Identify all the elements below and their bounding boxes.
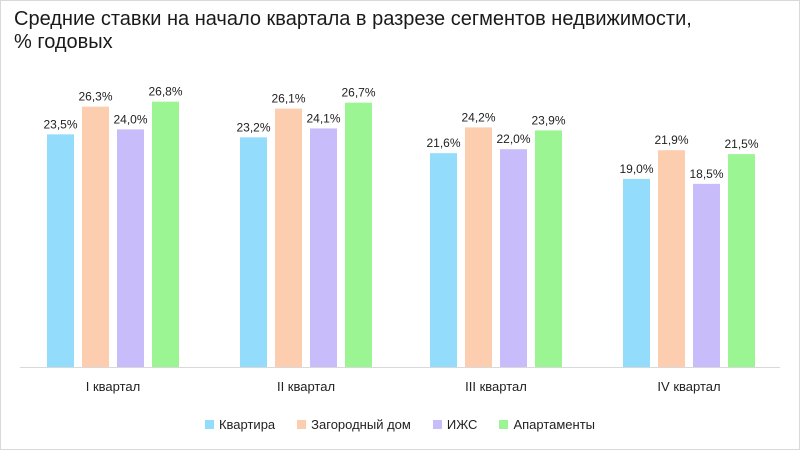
bar <box>275 108 302 368</box>
bar <box>658 150 685 367</box>
bar <box>240 137 267 367</box>
data-label: 23,9% <box>531 113 565 127</box>
data-label: 21,6% <box>426 136 460 150</box>
legend-item: Квартира <box>204 417 276 432</box>
legend-item: ИЖС <box>432 417 478 432</box>
data-label: 26,3% <box>78 90 112 104</box>
chart-legend: Квартира Загородный дом ИЖС Апартаменты <box>0 417 800 432</box>
data-label: 22,0% <box>496 132 530 146</box>
legend-swatch <box>204 420 214 429</box>
bar <box>500 149 527 367</box>
legend-item: Загородный дом <box>297 417 411 432</box>
bar <box>465 127 492 367</box>
data-label: 24,1% <box>306 111 340 125</box>
bar <box>152 101 179 368</box>
category-label: II квартал <box>277 379 335 394</box>
bar <box>117 129 144 367</box>
legend-item: Апартаменты <box>499 417 595 432</box>
category-label: III квартал <box>465 379 527 394</box>
category-label: IV квартал <box>657 379 720 394</box>
data-label: 19,0% <box>619 162 653 176</box>
data-label: 24,0% <box>113 112 147 126</box>
legend-swatch <box>297 420 307 429</box>
data-label: 26,7% <box>341 86 375 100</box>
bar <box>623 178 650 367</box>
bar <box>693 183 720 367</box>
data-label: 21,9% <box>654 133 688 147</box>
bar <box>310 128 337 367</box>
chart-title: Средние ставки на начало квартала в разр… <box>14 8 692 53</box>
bar <box>345 102 372 368</box>
legend-label: ИЖС <box>446 417 478 432</box>
data-label: 21,5% <box>724 137 758 151</box>
legend-swatch <box>432 420 442 429</box>
bar <box>430 153 457 367</box>
data-label: 26,8% <box>148 85 182 99</box>
legend-label: Загородный дом <box>311 417 411 432</box>
bar <box>82 106 109 367</box>
data-label: 18,5% <box>689 167 723 181</box>
data-label: 23,2% <box>236 120 270 134</box>
bar <box>535 130 562 367</box>
data-label: 23,5% <box>43 117 77 131</box>
data-label: 26,1% <box>271 92 305 106</box>
bar <box>47 134 74 367</box>
bar <box>728 154 755 367</box>
data-label: 24,2% <box>461 110 495 124</box>
legend-label: Апартаменты <box>513 417 596 432</box>
category-label: I квартал <box>86 379 140 394</box>
legend-label: Квартира <box>218 417 276 432</box>
legend-swatch <box>499 420 509 429</box>
